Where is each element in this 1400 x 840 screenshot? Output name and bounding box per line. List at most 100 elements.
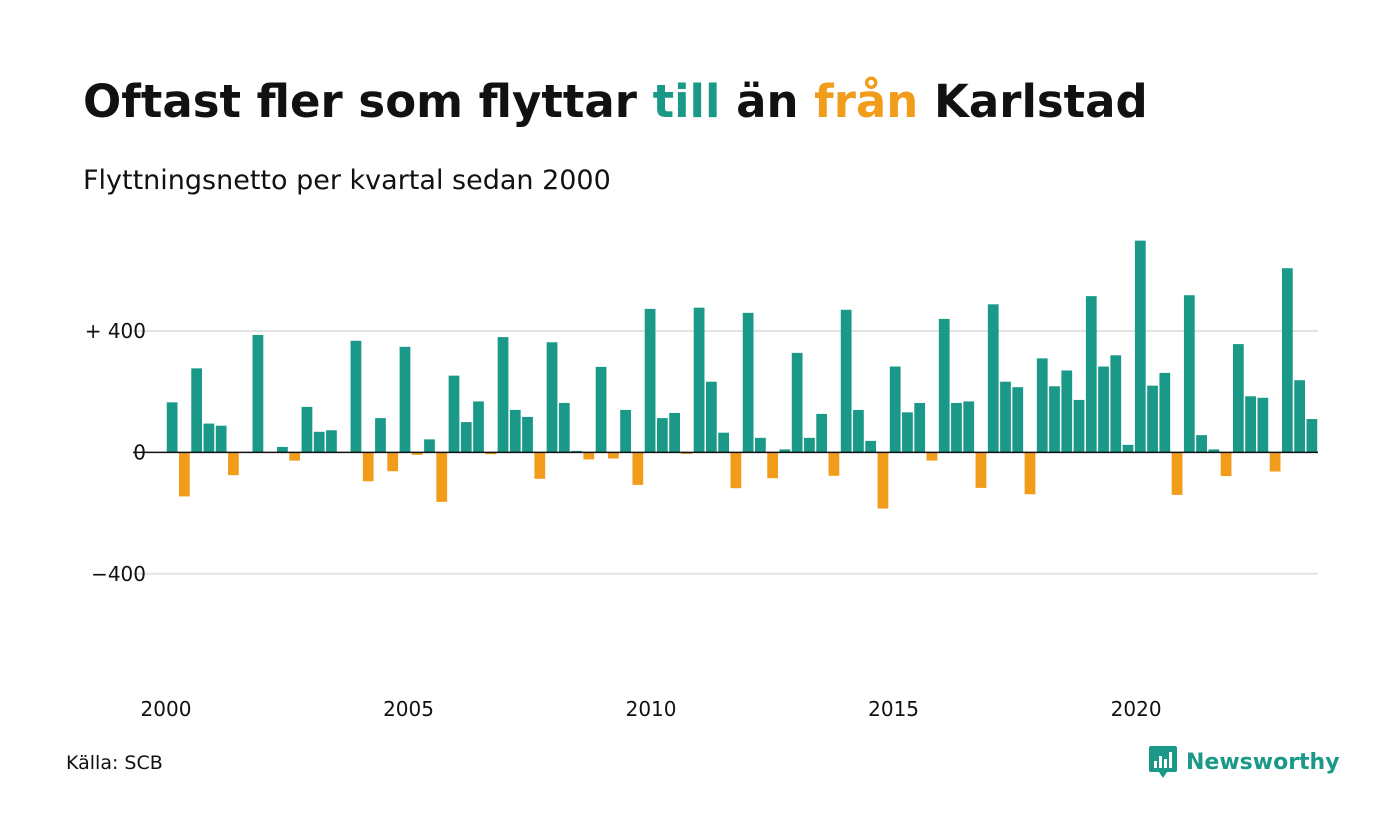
bar-2001K1 (215, 425, 227, 453)
bar-2020K4 (1183, 295, 1195, 453)
bar-2001K2 (228, 452, 239, 476)
bar-2002K3 (289, 452, 301, 461)
bar-2013K4 (840, 309, 852, 453)
y-tick-label: −400 (91, 562, 146, 586)
chart-title: Oftast fler som flyttar till än från Kar… (83, 74, 1148, 130)
bars (166, 240, 1318, 509)
x-tick-label: 2020 (1111, 697, 1162, 721)
bar-2011K4 (742, 312, 754, 453)
bar-2018K1 (1049, 386, 1060, 453)
bar-2009K4 (644, 308, 656, 453)
bar-2008K1 (558, 402, 570, 453)
bar-2010K4 (693, 307, 705, 453)
bar-2016K3 (975, 452, 987, 488)
bar-2008K4 (595, 366, 607, 453)
bar-2018K3 (1073, 399, 1085, 453)
bar-2017K1 (1000, 381, 1011, 453)
bar-2023K1 (1294, 380, 1305, 453)
x-tick-label: 2010 (626, 697, 677, 721)
bar-2015K4 (938, 318, 950, 453)
title-word-fran: från (814, 75, 919, 128)
bar-2000K1 (166, 402, 178, 453)
bar-2015K1 (902, 412, 913, 453)
bar-2020K2 (1159, 372, 1171, 453)
bar-2021K4 (1232, 344, 1244, 453)
bar-2014K4 (889, 366, 901, 453)
bar-2019K3 (1122, 444, 1134, 453)
bar-2014K3 (877, 452, 889, 509)
bar-2009K3 (632, 452, 644, 485)
y-tick-label: + 400 (85, 319, 146, 343)
bar-2003K2 (326, 430, 337, 453)
bar-2022K1 (1245, 396, 1256, 453)
title-part-3: än (720, 75, 815, 128)
source-label: Källa: SCB (66, 752, 163, 774)
bar-2008K2 (571, 450, 582, 453)
bar-2006K4 (497, 337, 509, 453)
x-tick-label: 2000 (141, 697, 192, 721)
x-axis-labels: 2000 2005 2010 2015 2020 (141, 697, 1162, 721)
bar-2020K3 (1171, 452, 1183, 495)
bar-2018K2 (1061, 370, 1073, 453)
newsworthy-logo-icon (1149, 746, 1177, 778)
bar-2019K1 (1098, 366, 1109, 453)
title-part-1: Oftast fler som flyttar (83, 75, 653, 128)
grid-lines (133, 330, 1318, 575)
bar-2015K3 (926, 452, 938, 461)
bar-2014K2 (865, 440, 877, 453)
bar-2016K4 (987, 304, 999, 453)
brand-name: Newsworthy (1186, 749, 1340, 775)
bar-2003K4 (350, 340, 362, 453)
bar-2021K3 (1220, 452, 1232, 477)
bar-2014K1 (853, 409, 864, 453)
bar-2005K1 (411, 452, 423, 455)
bar-2002K4 (301, 406, 313, 453)
bar-2023K2 (1306, 419, 1318, 453)
bar-2022K3 (1269, 452, 1281, 472)
bar-2006K2 (473, 401, 484, 453)
bar-2011K1 (705, 381, 717, 453)
bar-2019K4 (1134, 240, 1146, 453)
bar-2008K3 (583, 452, 595, 460)
bar-2015K2 (914, 402, 926, 453)
bar-2004K3 (387, 452, 399, 472)
bar-2016K2 (963, 401, 975, 453)
bar-2000K2 (179, 452, 190, 497)
bar-2012K4 (791, 352, 803, 453)
bar-2005K4 (448, 375, 460, 453)
chart-subtitle: Flyttningsnetto per kvartal sedan 2000 (83, 165, 611, 196)
bar-2007K1 (509, 409, 521, 453)
brand-logo[interactable]: Newsworthy (1148, 744, 1340, 780)
bar-2004K4 (399, 346, 411, 453)
bar-2010K2 (669, 412, 680, 453)
bar-2012K2 (767, 452, 779, 479)
bar-2004K1 (362, 452, 374, 482)
bar-2021K1 (1196, 435, 1207, 453)
bar-2022K4 (1281, 268, 1293, 453)
bar-2022K2 (1257, 397, 1269, 453)
x-tick-label: 2005 (383, 697, 434, 721)
bar-2006K3 (485, 452, 497, 455)
bar-2016K1 (951, 402, 962, 453)
bar-2005K2 (424, 439, 435, 453)
bar-2007K4 (546, 342, 558, 453)
y-axis-labels: −400 0 + 400 (85, 319, 146, 586)
bar-2004K2 (375, 418, 386, 453)
bar-2019K2 (1110, 355, 1122, 453)
bar-2020K1 (1147, 385, 1158, 453)
bar-2021K2 (1208, 449, 1220, 453)
bar-2017K4 (1036, 358, 1048, 453)
bar-2012K3 (779, 449, 791, 453)
bar-2010K1 (656, 418, 668, 453)
y-tick-label: 0 (133, 440, 146, 464)
bar-2013K3 (828, 452, 840, 476)
bar-2011K2 (718, 432, 729, 453)
bar-2007K3 (534, 452, 546, 479)
x-tick-label: 2015 (868, 697, 919, 721)
bar-2005K3 (436, 452, 448, 502)
bar-2010K3 (681, 452, 693, 454)
bar-2001K4 (252, 334, 264, 453)
bar-2012K1 (755, 437, 766, 453)
bar-2018K4 (1085, 296, 1097, 453)
bar-2017K3 (1024, 452, 1036, 495)
